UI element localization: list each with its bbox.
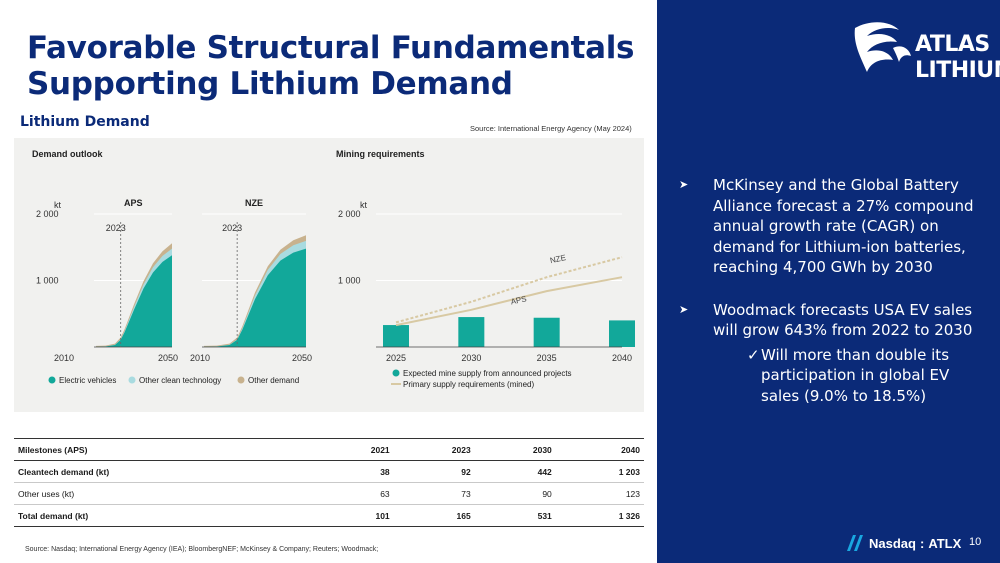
area-electric-vehicles	[96, 255, 172, 347]
table-cell: 92	[393, 460, 475, 483]
line-label-nze: NZE	[549, 253, 567, 265]
chart-source: Source: International Energy Agency (May…	[470, 124, 632, 133]
sub-bullet-text: Will more than double its participation …	[761, 345, 950, 405]
section-label: Lithium Demand	[20, 114, 150, 130]
table-cell: 73	[393, 482, 475, 505]
milestones-table: Milestones (APS) 2021 2023 2030 2040 Cle…	[14, 438, 644, 527]
eagle-logo-icon	[854, 22, 911, 72]
bar-mine-supply	[533, 317, 560, 347]
legend-label: Other demand	[248, 376, 299, 385]
x-tick-label: 2010	[54, 353, 74, 363]
x-tick-label: 2010	[190, 353, 210, 363]
table-cell: 101	[312, 504, 394, 527]
legend-label: Expected mine supply from announced proj…	[403, 369, 572, 378]
legend-swatch-other	[237, 376, 245, 384]
row-label: Other uses (kt)	[14, 482, 313, 505]
logo-text-lithium: LITHIUM	[915, 58, 1000, 83]
table-cell: 123	[555, 482, 644, 505]
legend-swatch-clean	[128, 376, 136, 384]
area-electric-vehicles	[204, 248, 306, 347]
bar-mine-supply	[609, 320, 635, 347]
company-logo: ATLAS LITHIUM	[849, 18, 1000, 90]
bullet-item: ➤ McKinsey and the Global Battery Allian…	[679, 175, 979, 278]
scenario-label: APS	[124, 198, 143, 208]
year-marker-label: 2023	[222, 223, 242, 233]
logo-text-atlas: ATLAS	[915, 32, 990, 57]
y-tick-label: 2 000	[36, 209, 59, 219]
y-tick-label: 1 000	[338, 276, 361, 286]
table-cell: 531	[474, 504, 556, 527]
right-panel: ATLAS LITHIUM ➤ McKinsey and the Global …	[657, 0, 1000, 563]
legend-label: Primary supply requirements (mined)	[403, 380, 534, 389]
row-label: Cleantech demand (kt)	[14, 460, 313, 483]
table-header: Milestones (APS)	[14, 438, 313, 461]
table-header: 2030	[474, 438, 556, 461]
x-tick-label: 2025	[386, 353, 406, 363]
table-cell: 442	[474, 460, 556, 483]
bullet-text: Woodmack forecasts USA EV sales will gro…	[713, 300, 973, 340]
table-cell: 165	[393, 504, 475, 527]
table-cell: 1 326	[555, 504, 644, 527]
exchange-name: Nasdaq	[869, 535, 916, 551]
table-header: 2040	[555, 438, 644, 461]
row-label: Total demand (kt)	[14, 504, 313, 527]
scenario-label: NZE	[245, 198, 263, 208]
table-row: Cleantech demand (kt) 38 92 442 1 203	[14, 460, 644, 483]
bullet-text: McKinsey and the Global Battery Alliance…	[713, 176, 974, 276]
arrow-bullet-icon: ➤	[679, 178, 689, 191]
x-tick-label: 2030	[461, 353, 481, 363]
bullet-list: ➤ McKinsey and the Global Battery Allian…	[679, 175, 979, 428]
table-header: 2021	[312, 438, 394, 461]
sub-bullet: ✓ Will more than double its participatio…	[713, 345, 979, 407]
bar-mine-supply	[458, 317, 485, 347]
ticker-symbol: ATLX	[928, 535, 962, 551]
arrow-bullet-icon: ➤	[679, 302, 689, 316]
table-header: 2023	[393, 438, 475, 461]
y-tick-label: 2 000	[338, 209, 361, 219]
legend-label: Electric vehicles	[59, 376, 116, 385]
footer-source: Source: Nasdaq; International Energy Age…	[25, 546, 379, 553]
table-cell: 38	[312, 460, 394, 483]
nasdaq-logo-icon	[847, 535, 863, 551]
table-cell: 63	[312, 482, 394, 505]
table-header-row: Milestones (APS) 2021 2023 2030 2040	[14, 438, 644, 461]
x-tick-label: 2050	[158, 353, 178, 363]
x-tick-label: 2040	[612, 353, 632, 363]
y-unit-label: kt	[360, 200, 368, 210]
legend-label: Other clean technology	[139, 376, 221, 385]
check-icon: ✓	[747, 345, 760, 364]
bar-mine-supply	[383, 325, 409, 347]
year-marker-label: 2023	[106, 223, 126, 233]
line-nze	[395, 256, 623, 324]
x-tick-label: 2035	[537, 353, 557, 363]
table-row: Total demand (kt) 101 165 531 1 326	[14, 504, 644, 527]
ticker-separator: :	[919, 535, 925, 551]
line-label-aps: APS	[510, 294, 528, 306]
x-tick-label: 2050	[292, 353, 312, 363]
y-tick-label: 1 000	[36, 276, 59, 286]
y-unit-label: kt	[54, 200, 62, 210]
table-row: Other uses (kt) 63 73 90 123	[14, 482, 644, 505]
page-number: 10	[969, 536, 982, 548]
table-cell: 1 203	[555, 460, 644, 483]
line-aps	[395, 276, 623, 327]
bullet-item: ➤ Woodmack forecasts USA EV sales will g…	[679, 300, 979, 407]
legend-swatch-ev	[48, 376, 56, 384]
chart-right-title: Mining requirements	[336, 149, 425, 159]
page-title: Favorable Structural Fundamentals Suppor…	[27, 30, 635, 102]
legend-swatch-mine	[392, 369, 400, 377]
chart-left-title: Demand outlook	[32, 149, 103, 159]
nasdaq-badge: Nasdaq : ATLX	[845, 533, 961, 553]
chart-panel: Demand outlook Mining requirements kt 2 000…	[14, 138, 644, 412]
table-cell: 90	[474, 482, 556, 505]
